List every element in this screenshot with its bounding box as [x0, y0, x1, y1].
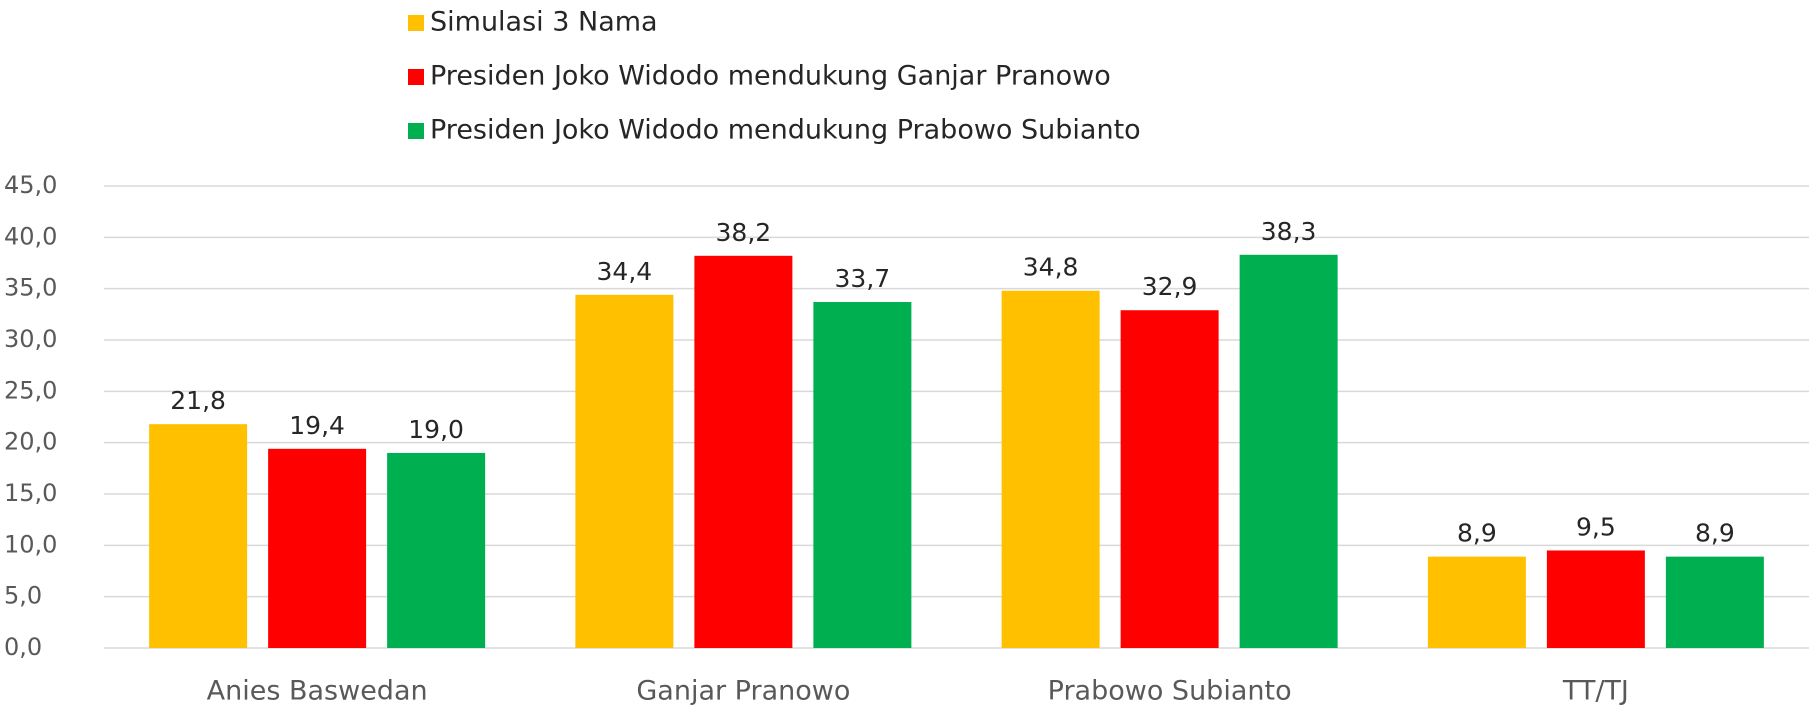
bar: [268, 448, 367, 648]
legend-swatch: [408, 15, 424, 31]
y-tick-label: 5,0: [4, 582, 42, 610]
y-tick-label: 15,0: [4, 479, 57, 507]
x-tick-label: Prabowo Subianto: [1048, 676, 1292, 706]
bar: [1239, 254, 1338, 648]
y-tick-label: 40,0: [4, 222, 57, 250]
data-label: 8,9: [1695, 519, 1735, 548]
x-tick-label: TT/TJ: [1562, 676, 1629, 706]
x-tick-label: Anies Baswedan: [207, 676, 428, 706]
bar: [813, 302, 912, 648]
bar: [149, 424, 248, 648]
bar: [387, 452, 486, 648]
legend-label: Simulasi 3 Nama: [430, 7, 658, 38]
legend-label: Presiden Joko Widodo mendukung Ganjar Pr…: [430, 61, 1111, 92]
legend-label: Presiden Joko Widodo mendukung Prabowo S…: [430, 115, 1141, 146]
bar: [575, 294, 674, 648]
bar: [694, 255, 793, 648]
data-label: 38,2: [716, 218, 772, 247]
data-label: 33,7: [835, 264, 891, 293]
bar: [1001, 290, 1100, 648]
data-label: 8,9: [1457, 519, 1497, 548]
bar: [1120, 310, 1219, 648]
y-tick-label: 10,0: [4, 530, 57, 558]
bar: [1546, 550, 1645, 648]
y-tick-label: 20,0: [4, 428, 57, 456]
y-tick-label: 35,0: [4, 274, 57, 302]
data-label: 19,4: [289, 411, 345, 440]
x-tick-label: Ganjar Pranowo: [636, 676, 850, 706]
data-label: 32,9: [1142, 272, 1198, 301]
data-label: 34,4: [597, 257, 653, 286]
data-label: 21,8: [170, 386, 226, 415]
legend-swatch: [408, 123, 424, 139]
data-label: 38,3: [1261, 217, 1317, 246]
data-label: 19,0: [408, 415, 464, 444]
y-tick-label: 45,0: [4, 171, 57, 199]
y-tick-label: 25,0: [4, 376, 57, 404]
y-tick-label: 30,0: [4, 325, 57, 353]
y-tick-label: 0,0: [4, 633, 42, 661]
legend-swatch: [408, 69, 424, 85]
data-label: 34,8: [1023, 253, 1079, 282]
bar: [1427, 556, 1526, 648]
bar: [1665, 556, 1764, 648]
data-label: 9,5: [1576, 512, 1616, 541]
